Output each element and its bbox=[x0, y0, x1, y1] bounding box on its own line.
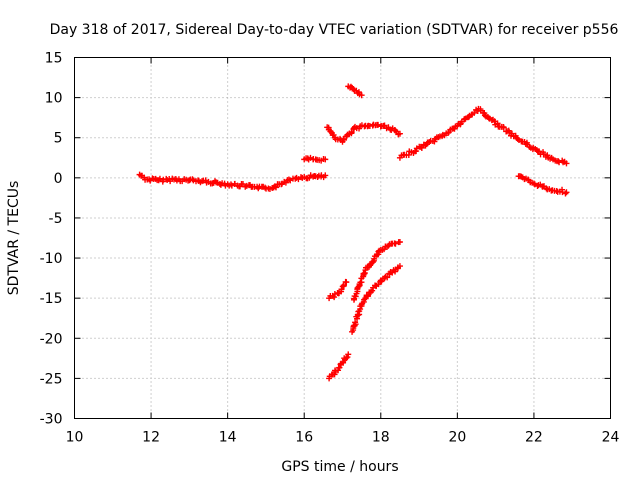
series-arc-f bbox=[515, 173, 570, 197]
y-tick-label: 15 bbox=[45, 51, 63, 67]
y-tick-label: -30 bbox=[40, 412, 63, 428]
data-point bbox=[340, 282, 347, 289]
x-tick-label: 22 bbox=[525, 430, 543, 446]
data-point bbox=[273, 184, 280, 191]
data-point bbox=[514, 135, 521, 142]
series-arc-j bbox=[326, 351, 352, 382]
y-tick-label: 0 bbox=[54, 171, 63, 187]
series-arc-i bbox=[349, 263, 403, 335]
y-axis-label: SDTVAR / TECUs bbox=[6, 181, 22, 296]
data-point bbox=[392, 127, 399, 134]
data-point bbox=[361, 269, 368, 276]
grid-lines bbox=[74, 57, 611, 419]
data-point bbox=[262, 184, 269, 191]
data-point bbox=[336, 364, 343, 371]
x-tick-label: 24 bbox=[602, 430, 620, 446]
data-point bbox=[369, 287, 376, 294]
data-point bbox=[356, 282, 363, 289]
data-point bbox=[471, 109, 478, 116]
series-arc-h bbox=[350, 239, 403, 303]
data-points bbox=[136, 83, 570, 382]
data-point bbox=[396, 263, 403, 270]
data-point bbox=[338, 286, 345, 293]
data-point bbox=[530, 180, 537, 187]
y-tick-label: -15 bbox=[40, 291, 63, 307]
data-point bbox=[417, 143, 424, 150]
data-point bbox=[494, 120, 501, 127]
y-tick-label: -20 bbox=[40, 331, 63, 347]
x-tick-label: 12 bbox=[142, 430, 160, 446]
data-point bbox=[562, 190, 569, 197]
data-point bbox=[396, 130, 403, 137]
data-point bbox=[322, 156, 329, 163]
y-tick-label: 10 bbox=[45, 91, 63, 107]
data-point bbox=[331, 294, 338, 301]
x-tick-label: 14 bbox=[219, 430, 237, 446]
data-point bbox=[413, 148, 420, 155]
data-point bbox=[343, 279, 350, 286]
data-point bbox=[563, 160, 570, 167]
data-point bbox=[322, 172, 329, 179]
x-tick-label: 18 bbox=[372, 430, 390, 446]
data-point bbox=[563, 189, 570, 196]
x-axis-label: GPS time / hours bbox=[281, 459, 398, 475]
data-point bbox=[344, 354, 351, 361]
data-point bbox=[365, 293, 372, 300]
x-axis-tick-labels: 10 12 14 16 18 20 22 24 bbox=[66, 430, 620, 446]
data-point bbox=[345, 351, 352, 358]
x-tick-label: 20 bbox=[448, 430, 466, 446]
data-point bbox=[418, 144, 425, 151]
x-tick-label: 16 bbox=[295, 430, 313, 446]
series-arc-c bbox=[324, 121, 403, 145]
y-tick-label: -5 bbox=[49, 211, 63, 227]
series-arc-d bbox=[345, 83, 365, 99]
chart-title: Day 318 of 2017, Sidereal Day-to-day VTE… bbox=[50, 22, 619, 38]
y-tick-label: 5 bbox=[54, 131, 63, 147]
plot-frame bbox=[74, 57, 611, 419]
y-tick-label: -10 bbox=[40, 251, 63, 267]
data-point bbox=[396, 239, 403, 246]
series-arc-a bbox=[136, 171, 329, 193]
x-tick-label: 10 bbox=[66, 430, 84, 446]
series-arc-e bbox=[396, 105, 570, 167]
series-arc-b bbox=[301, 154, 329, 164]
data-point bbox=[341, 136, 348, 143]
data-point bbox=[392, 240, 399, 247]
data-point bbox=[156, 175, 163, 182]
data-point bbox=[352, 319, 359, 326]
data-point bbox=[384, 274, 391, 281]
data-point bbox=[500, 124, 507, 131]
data-point bbox=[189, 176, 196, 183]
axis-ticks bbox=[74, 57, 611, 419]
data-point bbox=[352, 293, 359, 300]
data-point bbox=[358, 92, 365, 99]
y-tick-label: -25 bbox=[40, 371, 63, 387]
y-axis-tick-labels: 15 10 5 0 -5 -10 -15 -20 -25 -30 bbox=[40, 51, 63, 428]
data-point bbox=[343, 355, 350, 362]
data-point bbox=[330, 131, 337, 138]
series-arc-g bbox=[326, 278, 350, 302]
